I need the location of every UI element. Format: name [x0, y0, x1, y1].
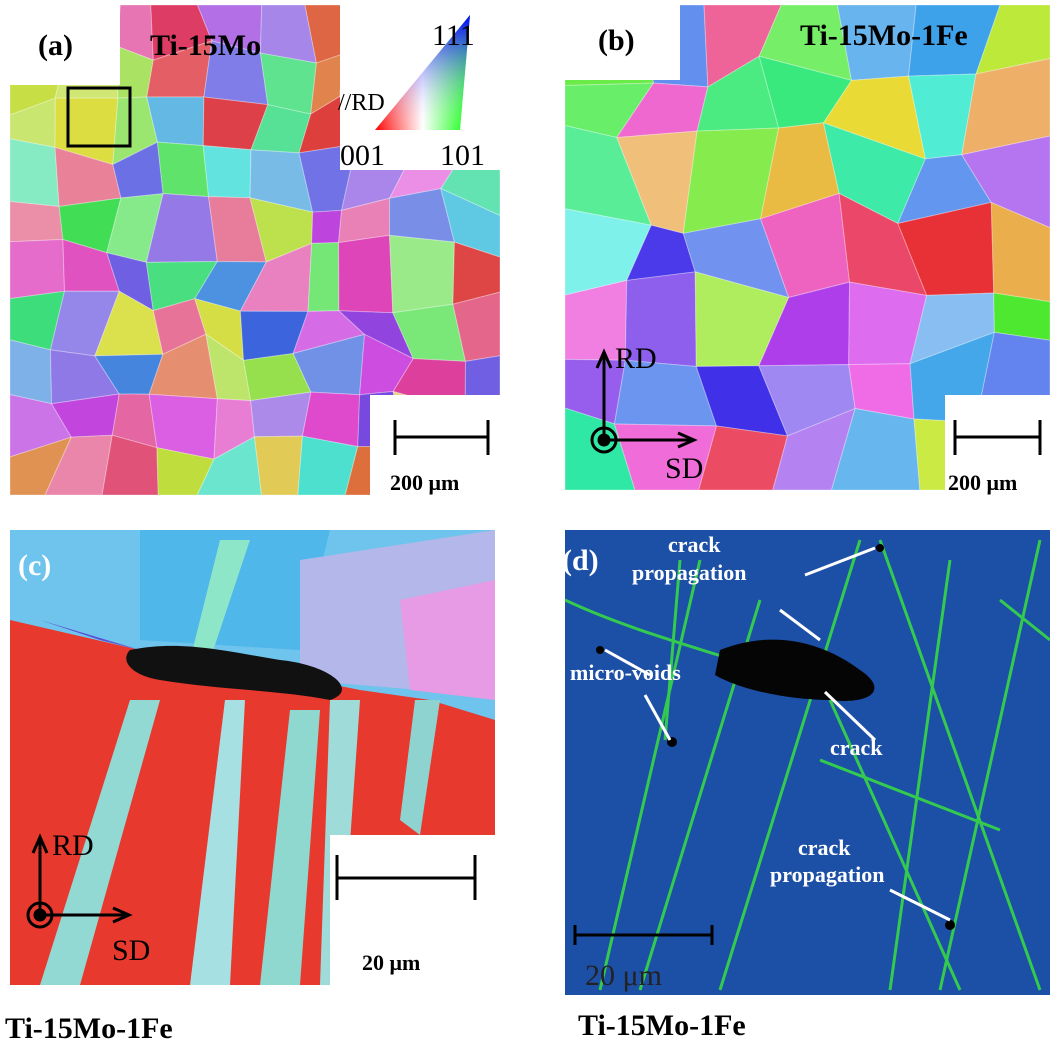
- grain: [253, 435, 303, 495]
- grain: [440, 187, 500, 258]
- ipf-legend-shade: [375, 15, 470, 130]
- annotation: micro-voids: [570, 660, 681, 685]
- scale-label: 20 μm: [362, 950, 420, 975]
- grain: [10, 138, 60, 208]
- grain: [44, 434, 113, 495]
- grain: [250, 391, 312, 438]
- grain: [297, 435, 359, 495]
- panel-label: (c): [18, 549, 51, 582]
- grain: [830, 407, 921, 490]
- grain: [10, 339, 53, 405]
- caption: Ti-15Mo-1Fe: [5, 1012, 173, 1045]
- annotation: crack: [668, 532, 721, 557]
- grain: [452, 291, 500, 362]
- panel-title: Ti-15Mo-1Fe: [800, 19, 968, 52]
- grain: [464, 355, 500, 413]
- grain: [202, 145, 252, 199]
- grain: [307, 242, 340, 312]
- grain: [993, 292, 1050, 341]
- grain: [156, 447, 215, 495]
- grain: [975, 5, 1050, 75]
- grain: [10, 239, 66, 300]
- grain: [311, 209, 343, 244]
- annotation-arrows: [604, 546, 951, 922]
- axis-label: RD: [615, 342, 657, 375]
- scale-bars: [335, 420, 1042, 945]
- legend-left: 001: [340, 139, 385, 172]
- grain: [10, 436, 73, 495]
- panel-label: (d): [562, 544, 599, 577]
- annotation: propagation: [632, 560, 747, 585]
- grain: [698, 425, 789, 490]
- ebsd-map-c: [10, 530, 495, 985]
- panel-title: Ti-15Mo: [150, 29, 261, 62]
- grain: [156, 141, 210, 198]
- grain: [10, 200, 64, 243]
- axes-icon: [26, 348, 698, 929]
- annotation: crack: [830, 735, 883, 760]
- axis-label: SD: [665, 452, 703, 485]
- legend-right: 101: [440, 139, 485, 172]
- ebsd-map-b: [565, 5, 1050, 490]
- grain: [338, 234, 394, 314]
- grain: [452, 241, 500, 305]
- grain: [565, 407, 636, 490]
- legend-direction: //RD: [338, 90, 385, 116]
- caption: Ti-15Mo-1Fe: [578, 1009, 746, 1042]
- annotation: propagation: [770, 862, 885, 887]
- grain: [196, 436, 263, 495]
- grain: [643, 5, 709, 88]
- ebsd-map-d: [565, 530, 1050, 995]
- scale-label: 200 μm: [390, 470, 459, 495]
- scale-label: 200 μm: [948, 470, 1017, 495]
- grain: [389, 234, 455, 314]
- grain: [101, 434, 159, 495]
- grain: [341, 5, 415, 61]
- grain: [457, 400, 500, 455]
- grain: [990, 201, 1050, 303]
- grain: [960, 135, 1050, 229]
- axis-label: SD: [112, 934, 150, 967]
- annotation: crack: [798, 835, 851, 860]
- legend-top: 111: [432, 19, 475, 52]
- panel-label: (a): [38, 29, 73, 62]
- axis-label: RD: [52, 829, 94, 862]
- inset-box: [66, 86, 132, 148]
- scale-label: 20 μm: [585, 959, 662, 992]
- grain: [772, 407, 856, 490]
- grain: [961, 57, 1050, 156]
- panel-label: (b): [598, 24, 635, 57]
